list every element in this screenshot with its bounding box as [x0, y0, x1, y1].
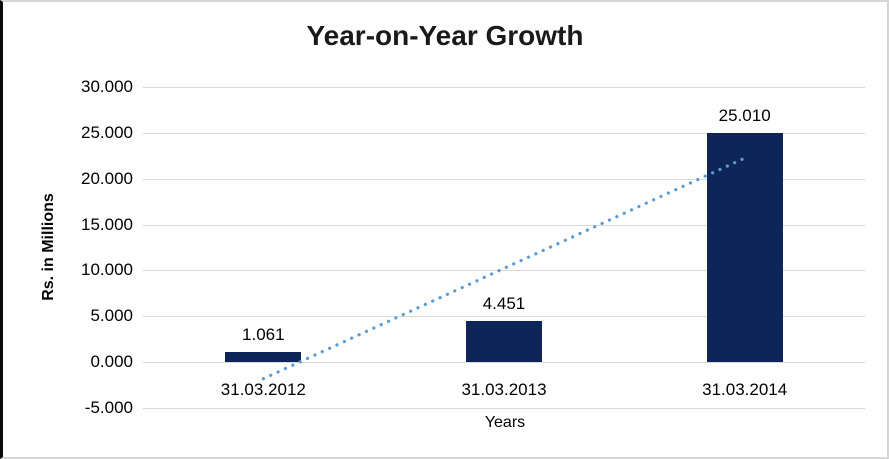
- y-tick-label: 15.000: [81, 214, 133, 234]
- bar-data-label: 25.010: [718, 105, 771, 125]
- y-tick-label: 5.000: [90, 306, 133, 326]
- y-tick-label: 25.000: [81, 122, 133, 142]
- y-tick-label: 20.000: [81, 168, 133, 188]
- y-tick-label: -5.000: [84, 398, 133, 417]
- gridline: [143, 362, 865, 364]
- x-category-label: 31.03.2012: [220, 380, 306, 399]
- gridline: [143, 87, 865, 88]
- bar: [466, 321, 542, 363]
- x-axis-title: Years: [484, 414, 526, 431]
- x-category-label: 31.03.2014: [702, 380, 788, 399]
- y-tick-label: 0.000: [90, 352, 133, 372]
- y-tick-label: 30.000: [81, 77, 133, 96]
- y-tick-label: 10.000: [81, 260, 133, 280]
- x-category-label: 31.03.2013: [461, 380, 547, 399]
- bar: [225, 352, 302, 363]
- gridline: [143, 408, 865, 409]
- bar-data-label: 1.061: [242, 325, 285, 345]
- gridline: [143, 132, 865, 134]
- bar-data-label: 4.451: [482, 294, 526, 314]
- bar: [706, 132, 783, 363]
- chart-title: Year-on-Year Growth: [306, 20, 584, 51]
- y-axis-title: Rs. in Millions: [39, 193, 57, 301]
